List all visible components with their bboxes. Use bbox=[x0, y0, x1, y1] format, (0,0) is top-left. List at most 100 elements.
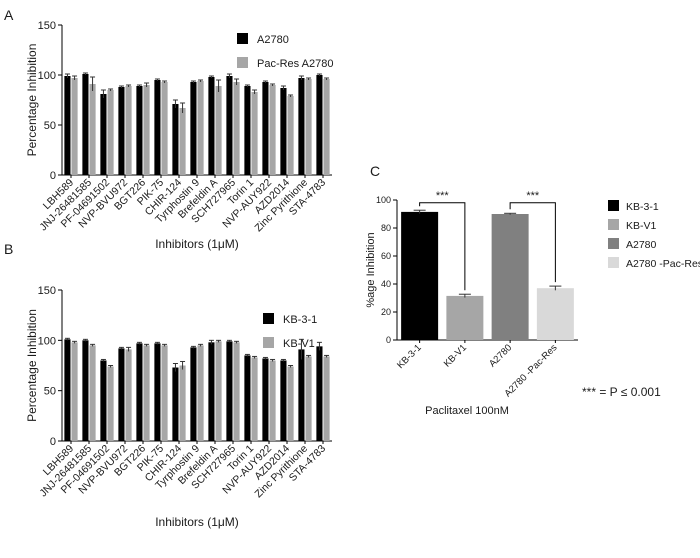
chart-a-bar bbox=[125, 86, 132, 175]
chart-c-y-tick-label: 100 bbox=[376, 195, 391, 205]
chart-b-bar bbox=[179, 365, 186, 441]
chart-b-bar bbox=[100, 360, 107, 441]
chart-c-y-axis-title: %age Inhibition bbox=[365, 232, 377, 307]
chart-a-bar bbox=[251, 92, 258, 175]
chart-b-bar bbox=[233, 342, 240, 441]
chart-b-bar bbox=[154, 343, 161, 441]
chart-b-bar bbox=[251, 357, 258, 441]
chart-b-bar bbox=[161, 345, 168, 441]
chart-b-bar bbox=[316, 346, 323, 441]
chart-a-legend-swatch bbox=[237, 57, 248, 68]
chart-a-bar bbox=[215, 86, 222, 175]
chart-c-bar bbox=[491, 214, 529, 340]
chart-c-y-tick-label: 80 bbox=[381, 223, 391, 233]
chart-b-bar bbox=[305, 356, 312, 441]
chart-a-bar bbox=[161, 82, 168, 175]
chart-a-bar bbox=[143, 85, 150, 175]
chart-c-significance-bracket bbox=[419, 202, 466, 291]
chart-c-x-tick-label: KB-3-1 bbox=[395, 342, 424, 371]
chart-a-bar bbox=[100, 94, 107, 175]
chart-a-bar bbox=[89, 84, 96, 175]
chart-b-bar bbox=[71, 342, 78, 441]
chart-b-bar bbox=[64, 339, 71, 441]
chart-b: 050100150LBH589JNJ-26481585PF-04691502NV… bbox=[25, 285, 332, 529]
chart-a-bar bbox=[262, 82, 269, 175]
chart-c-legend-swatch bbox=[608, 257, 619, 268]
chart-c-y-tick-label: 40 bbox=[381, 279, 391, 289]
chart-a-bar bbox=[179, 108, 186, 175]
chart-b-y-axis-title: Percentage Inhibition bbox=[25, 309, 39, 422]
chart-b-bar bbox=[323, 356, 330, 441]
chart-b-x-axis-title: Inhibitors (1μM) bbox=[155, 515, 239, 529]
chart-a-bar bbox=[197, 81, 204, 175]
chart-c-bar bbox=[446, 295, 484, 340]
chart-b-bar bbox=[107, 366, 114, 441]
chart-a-y-tick-label: 0 bbox=[50, 170, 56, 182]
chart-a-bar bbox=[298, 78, 305, 175]
chart-a-bar bbox=[287, 96, 294, 175]
chart-a-bar bbox=[208, 77, 215, 175]
chart-b-y-tick-label: 100 bbox=[38, 335, 56, 347]
chart-b-bar bbox=[136, 343, 143, 441]
chart-b-bar bbox=[82, 340, 89, 441]
chart-c-significance-label: *** bbox=[436, 190, 450, 202]
chart-c-legend-label: A2780 -Pac-Res bbox=[626, 258, 700, 270]
chart-c: 0 20 40 60 80 100 KB-3-1 KB-V1 A2780 A2780 -Pac-R… bbox=[365, 190, 700, 417]
chart-b-bar bbox=[215, 341, 222, 441]
chart-a-bar bbox=[154, 80, 161, 175]
chart-c-legend-label: A2780 bbox=[626, 239, 657, 251]
chart-b-bar bbox=[226, 341, 233, 441]
chart-b-bar bbox=[208, 342, 215, 441]
chart-b-legend-label: KB-V1 bbox=[283, 338, 315, 350]
chart-c-legend-swatch bbox=[608, 219, 619, 230]
chart-c-legend-label: KB-V1 bbox=[626, 220, 657, 232]
chart-c-bar bbox=[536, 288, 574, 340]
chart-b-bar bbox=[125, 349, 132, 441]
chart-b-legend-label: KB-3-1 bbox=[283, 314, 317, 326]
chart-a-bar bbox=[64, 76, 71, 175]
chart-a-bar bbox=[172, 104, 179, 175]
chart-c-legend-swatch bbox=[608, 200, 619, 211]
chart-a-legend-label: A2780 bbox=[257, 34, 289, 46]
chart-b-bar bbox=[190, 347, 197, 441]
chart-a-bar bbox=[269, 85, 276, 175]
chart-a-bar bbox=[82, 74, 89, 175]
chart-a-bar bbox=[226, 76, 233, 175]
chart-b-bar bbox=[89, 345, 96, 441]
chart-b-bar bbox=[143, 345, 150, 441]
chart-b-bar bbox=[262, 358, 269, 441]
chart-a-y-axis-title: Percentage Inhibition bbox=[25, 44, 39, 157]
chart-a-x-axis-title: Inhibitors (1μM) bbox=[155, 237, 239, 251]
chart-a-bar bbox=[280, 88, 287, 175]
chart-a-bar bbox=[71, 78, 78, 175]
chart-c-bar bbox=[401, 211, 439, 340]
chart-a-bar bbox=[136, 86, 143, 175]
chart-c-y-tick-label: 20 bbox=[381, 307, 391, 317]
chart-a-bar bbox=[233, 82, 240, 175]
chart-b-bar bbox=[197, 345, 204, 441]
chart-a-bar bbox=[305, 79, 312, 175]
panel-label-b: B bbox=[4, 241, 13, 257]
chart-a: 050100150LBH589JNJ-26481585PF-04691502NV… bbox=[25, 20, 333, 251]
chart-b-bar bbox=[280, 360, 287, 441]
chart-b-bar bbox=[244, 355, 251, 441]
chart-b-legend-swatch bbox=[263, 337, 274, 348]
chart-a-legend-label: Pac-Res A2780 bbox=[257, 58, 333, 70]
chart-a-legend-swatch bbox=[237, 33, 248, 44]
chart-a-bar bbox=[190, 82, 197, 175]
chart-a-bar bbox=[107, 90, 114, 175]
chart-c-legend-swatch bbox=[608, 238, 619, 249]
chart-b-y-tick-label: 150 bbox=[38, 285, 56, 297]
chart-b-bar bbox=[287, 366, 294, 441]
panel-label-a: A bbox=[4, 7, 14, 23]
chart-b-y-tick-label: 0 bbox=[50, 436, 56, 448]
chart-a-y-tick-label: 100 bbox=[38, 70, 56, 82]
chart-b-bar bbox=[172, 367, 179, 441]
chart-c-y-tick-label: 60 bbox=[381, 251, 391, 261]
chart-b-legend-swatch bbox=[263, 313, 274, 324]
chart-c-significance-bracket bbox=[509, 202, 556, 283]
chart-a-y-tick-label: 150 bbox=[38, 20, 56, 32]
chart-c-x-axis-title: Paclitaxel 100nM bbox=[425, 405, 509, 417]
chart-a-bar bbox=[244, 86, 251, 175]
